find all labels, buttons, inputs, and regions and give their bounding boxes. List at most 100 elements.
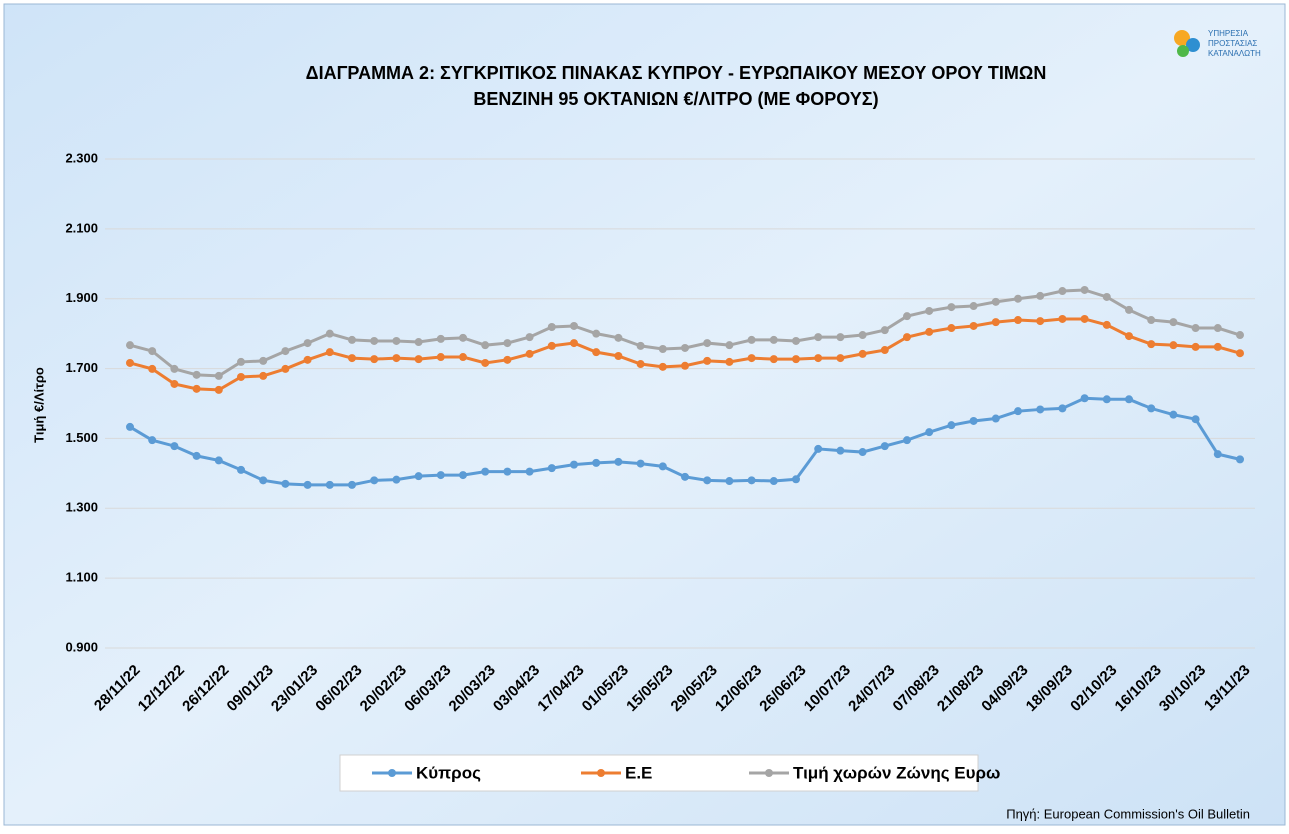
marker — [237, 372, 245, 381]
y-tick-label: 1.100 — [65, 570, 98, 585]
marker — [436, 353, 445, 362]
marker — [570, 339, 578, 348]
marker — [903, 312, 911, 321]
marker — [214, 371, 223, 380]
marker — [703, 476, 712, 485]
marker — [370, 476, 379, 485]
marker — [1058, 287, 1067, 296]
marker — [1080, 394, 1089, 403]
marker — [525, 333, 534, 342]
marker — [925, 306, 934, 315]
marker — [658, 362, 667, 371]
marker — [614, 351, 623, 360]
marker — [348, 354, 356, 363]
legend-marker — [597, 769, 605, 777]
marker — [747, 335, 756, 344]
marker — [1125, 332, 1133, 341]
marker — [814, 354, 823, 363]
marker — [658, 345, 667, 354]
marker — [725, 341, 734, 350]
marker — [214, 456, 223, 465]
marker — [880, 442, 889, 451]
marker — [614, 457, 623, 466]
marker — [1147, 340, 1156, 349]
marker — [747, 476, 756, 485]
marker — [769, 355, 778, 364]
chart-title: ΒΕΝΖΙΝΗ 95 ΟΚΤΑΝΙΩΝ €/ΛΙΤΡΟ (ΜΕ ΦΟΡΟΥΣ) — [473, 89, 878, 109]
marker — [148, 436, 157, 445]
y-axis-label: Τιμή €/Λίτρο — [31, 367, 46, 443]
marker — [903, 436, 911, 445]
marker — [547, 464, 556, 473]
logo-text: ΥΠΗΡΕΣΙΑ — [1208, 29, 1249, 38]
marker — [414, 355, 423, 364]
marker — [170, 379, 179, 388]
logo: ΥΠΗΡΕΣΙΑ ΠΡΟΣΤΑΣΙΑΣ ΚΑΤΑΝΑΛΩΤΗ — [1174, 29, 1261, 58]
marker — [481, 358, 490, 367]
y-tick-label: 2.100 — [65, 220, 98, 235]
y-tick-label: 1.900 — [65, 290, 98, 305]
marker — [991, 318, 1000, 327]
marker — [814, 444, 823, 453]
marker — [1102, 320, 1111, 329]
chart-title: ΔΙΑΓΡΑΜΜΑ 2: ΣΥΓΚΡΙΤΙΚΟΣ ΠΙΝΑΚΑΣ ΚΥΠΡΟΥ … — [306, 63, 1047, 83]
marker — [725, 357, 734, 366]
marker — [1213, 342, 1222, 351]
marker — [1191, 324, 1200, 333]
source: Πηγή: European Commission's Oil Bulletin — [1006, 806, 1250, 821]
marker — [325, 329, 334, 338]
legend-label: Τιμή χωρών Ζώνης Ευρω — [793, 763, 1000, 782]
marker — [1169, 410, 1178, 419]
marker — [503, 467, 512, 476]
marker — [547, 341, 556, 350]
marker — [259, 371, 268, 380]
marker — [570, 321, 578, 330]
marker — [792, 336, 800, 345]
marker — [769, 477, 778, 486]
marker — [681, 472, 689, 481]
marker — [1169, 318, 1178, 327]
marker — [459, 471, 467, 480]
marker — [214, 385, 223, 394]
marker — [703, 356, 712, 365]
marker — [969, 321, 978, 330]
marker — [836, 446, 845, 455]
marker — [1080, 314, 1089, 323]
marker — [1036, 291, 1045, 300]
marker — [392, 475, 401, 484]
marker — [1058, 314, 1067, 323]
marker — [325, 480, 334, 489]
marker — [880, 346, 889, 355]
marker — [592, 458, 601, 467]
marker — [903, 333, 911, 342]
marker — [1213, 450, 1222, 459]
marker — [636, 360, 645, 369]
marker — [636, 459, 645, 468]
marker — [570, 460, 578, 469]
marker — [1191, 342, 1200, 351]
y-tick-label: 1.300 — [65, 500, 98, 515]
marker — [703, 339, 712, 348]
marker — [814, 333, 823, 342]
marker — [1125, 305, 1133, 314]
marker — [969, 416, 978, 425]
marker — [991, 414, 1000, 423]
marker — [281, 347, 290, 356]
marker — [1213, 324, 1222, 333]
legend-label: Κύπρος — [416, 763, 481, 782]
marker — [858, 448, 867, 457]
marker — [658, 462, 667, 471]
marker — [281, 479, 290, 488]
marker — [836, 333, 845, 342]
marker — [792, 355, 800, 364]
marker — [947, 421, 956, 430]
marker — [303, 355, 312, 364]
background — [3, 3, 1286, 826]
marker — [237, 465, 245, 474]
marker — [126, 341, 134, 350]
marker — [925, 428, 934, 437]
marker — [1014, 407, 1022, 416]
marker — [170, 442, 179, 451]
marker — [1147, 316, 1156, 325]
